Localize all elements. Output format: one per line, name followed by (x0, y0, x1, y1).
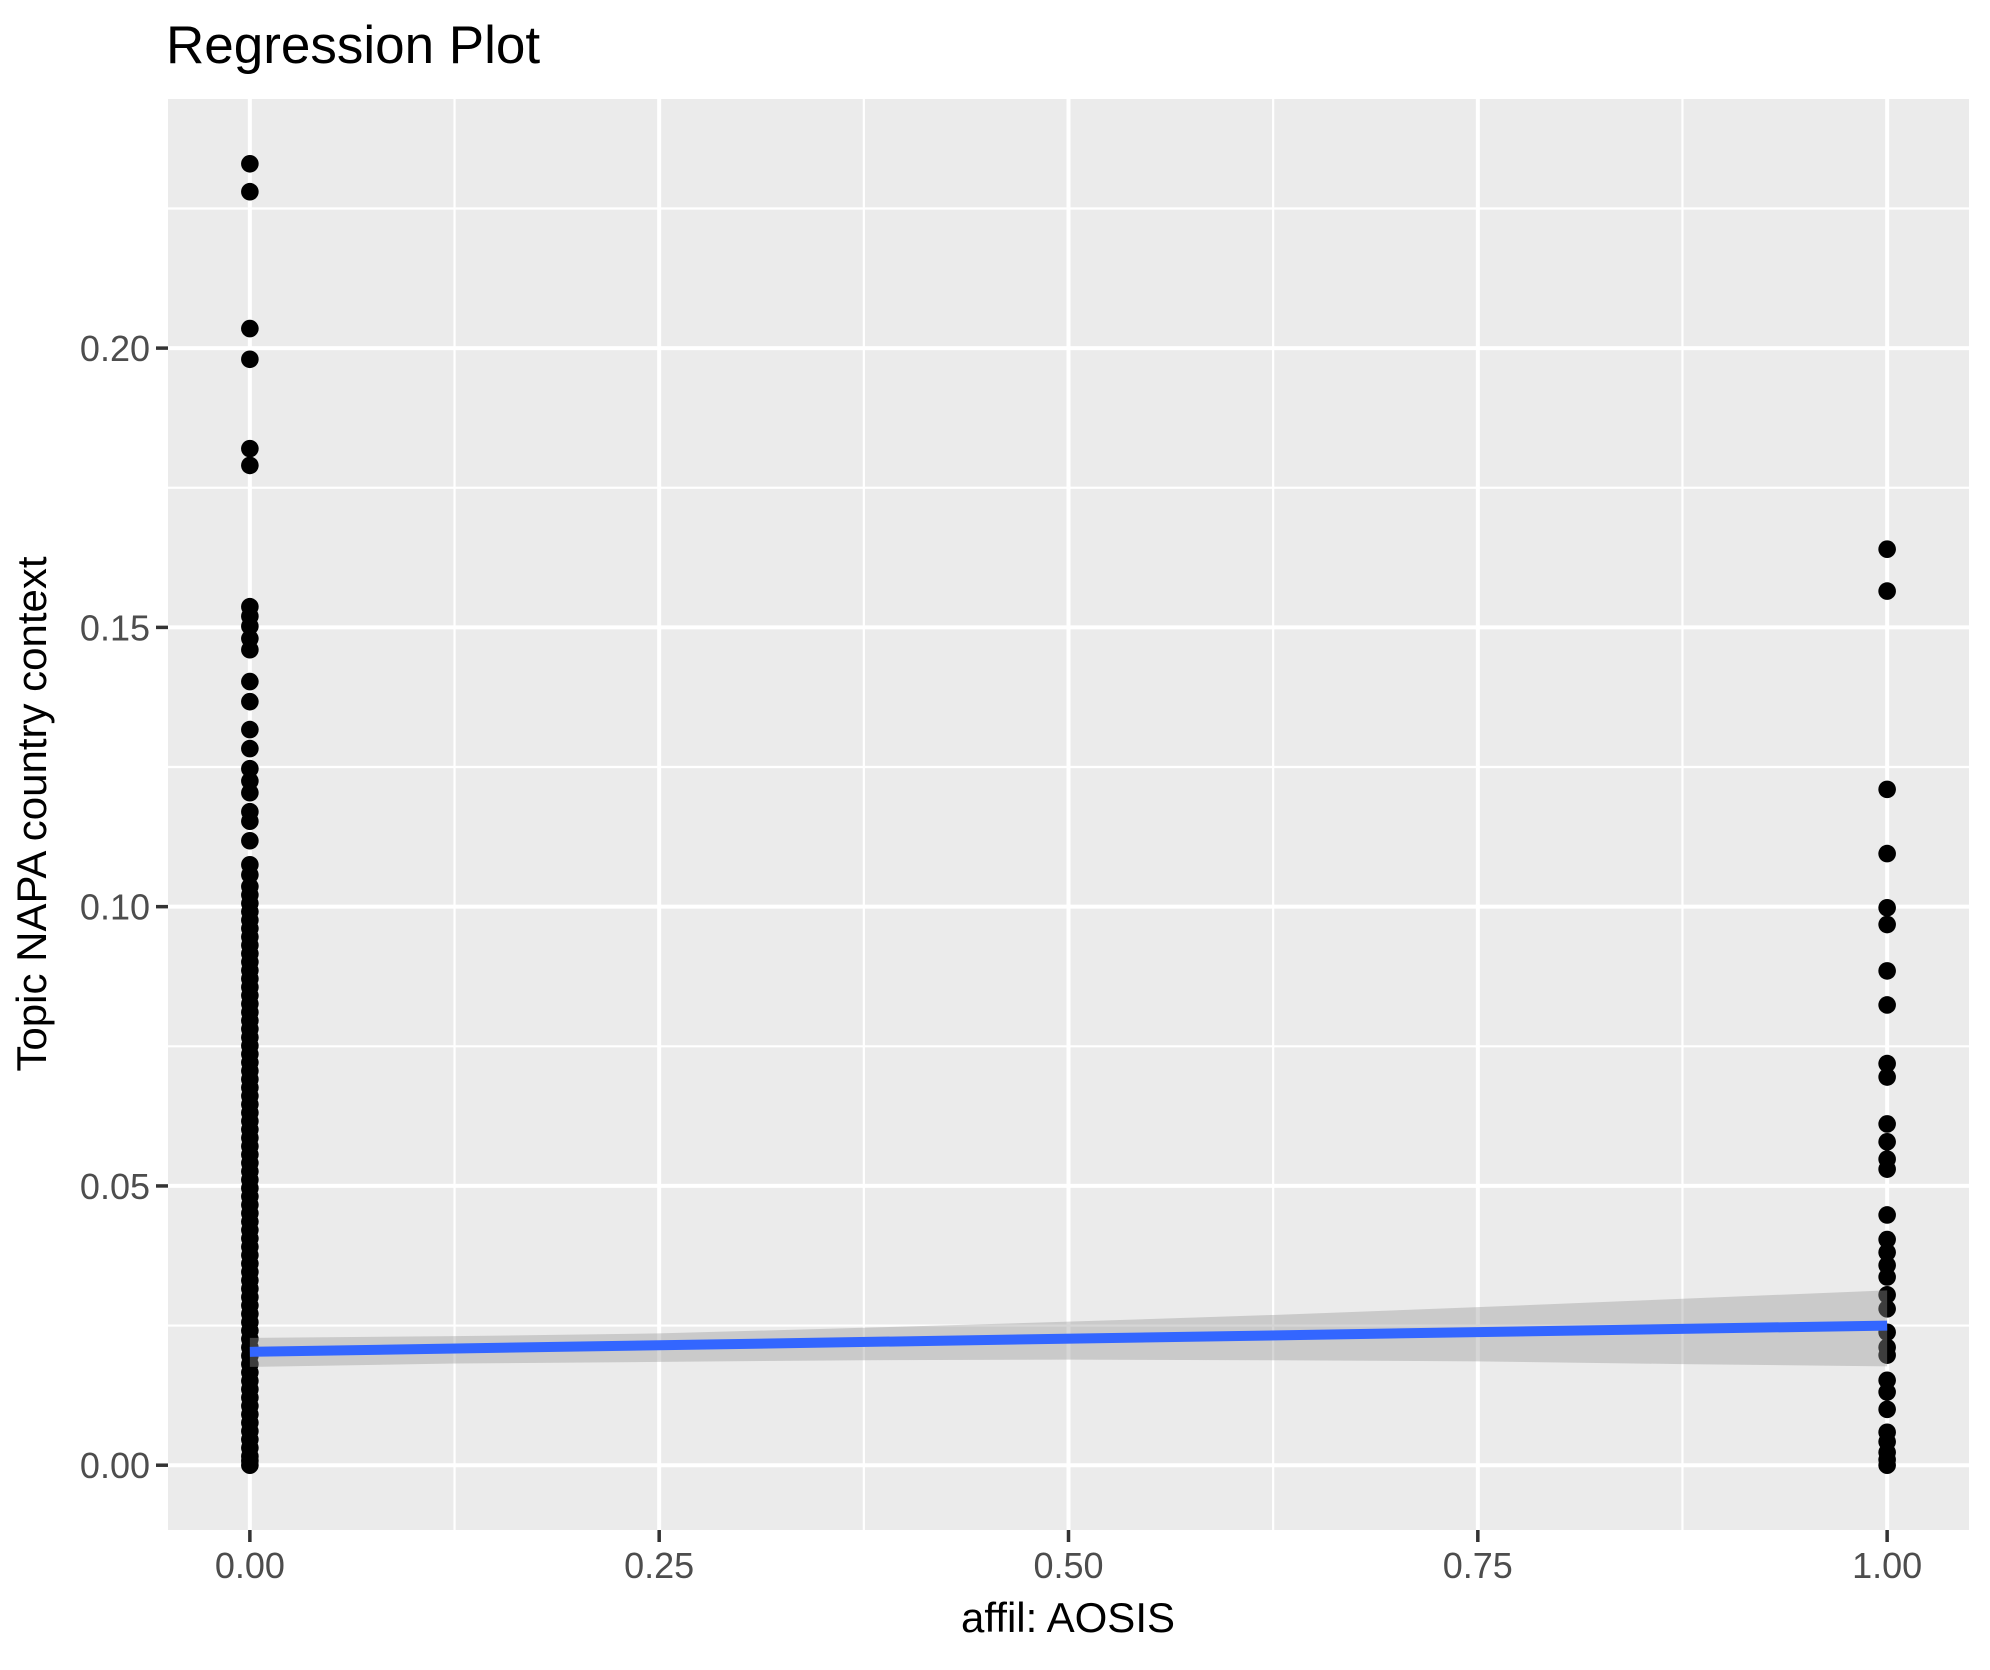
data-point (1878, 1054, 1896, 1073)
data-point (1878, 1160, 1896, 1178)
data-point (1878, 1400, 1896, 1419)
data-point (241, 720, 259, 739)
regression-line-segment (249, 1320, 1888, 1357)
major-gridlines (168, 99, 1969, 1530)
y-tick-label: 0.10 (80, 887, 150, 928)
x-axis-title: affil: AOSIS (961, 1594, 1175, 1641)
scatter-points (241, 154, 1896, 1475)
data-point (241, 672, 259, 691)
data-point (241, 783, 259, 802)
data-point (241, 1456, 259, 1475)
data-point (1878, 962, 1896, 980)
data-point (241, 759, 259, 778)
plot-title: Regression Plot (166, 16, 540, 75)
data-point (241, 692, 259, 711)
data-point (1878, 1268, 1896, 1286)
data-point (241, 812, 259, 831)
data-point (1878, 915, 1896, 934)
data-point (1878, 1300, 1896, 1318)
data-point (1878, 844, 1896, 863)
data-point (1878, 1230, 1896, 1249)
y-tick-label: 0.15 (80, 607, 150, 648)
y-axis-title: Topic NAPA country context (8, 556, 55, 1071)
data-point (241, 319, 259, 338)
y-tick-label: 0.00 (80, 1445, 150, 1486)
x-tick-label: 0.00 (215, 1545, 285, 1586)
data-point (241, 640, 259, 659)
y-tick-label: 0.05 (80, 1166, 150, 1207)
data-point (1878, 780, 1896, 799)
data-point (1878, 898, 1896, 917)
data-point (241, 439, 259, 458)
data-point (241, 154, 259, 173)
data-point (241, 831, 259, 850)
x-tick-label: 0.75 (1443, 1545, 1513, 1586)
data-point (1878, 1346, 1896, 1364)
data-point (1878, 1286, 1896, 1304)
data-point (241, 456, 259, 475)
data-point (1878, 1383, 1896, 1401)
x-axis-tick-labels: 0.00 0.25 0.50 0.75 1.00 (215, 1545, 1922, 1586)
data-point (1878, 1456, 1896, 1475)
data-point (1878, 1243, 1896, 1262)
data-point (1878, 1133, 1896, 1151)
data-point (1878, 996, 1896, 1014)
data-point (241, 739, 259, 758)
data-point (241, 617, 259, 636)
data-point (1878, 1206, 1896, 1224)
x-tick-label: 1.00 (1852, 1545, 1922, 1586)
axis-tick-marks (156, 346, 1889, 1542)
data-point (1878, 1068, 1896, 1086)
regression-line (249, 1320, 1888, 1357)
y-tick-label: 0.20 (80, 328, 150, 369)
data-point (1878, 582, 1896, 600)
y-axis-tick-labels: 0.00 0.05 0.10 0.15 0.20 (80, 328, 150, 1486)
x-tick-label: 0.25 (624, 1545, 694, 1586)
data-point (241, 182, 259, 201)
data-point (1878, 1115, 1896, 1133)
x-tick-label: 0.50 (1033, 1545, 1103, 1586)
data-point (1878, 540, 1896, 558)
data-point (241, 350, 259, 369)
